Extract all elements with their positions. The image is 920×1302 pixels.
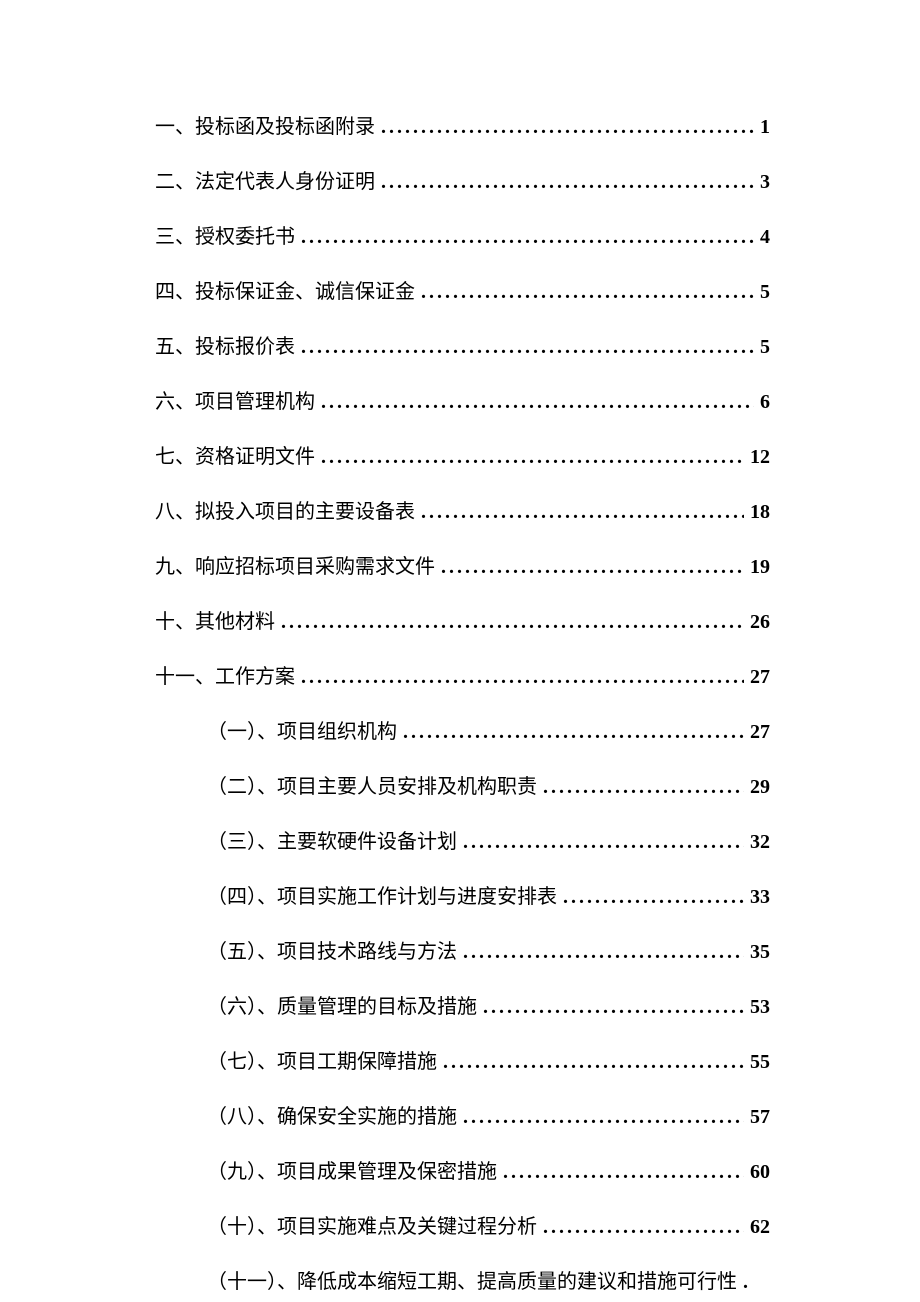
toc-leader: ........................................…: [463, 941, 744, 964]
toc-entry: 九、响应招标项目采购需求文件 .........................…: [155, 550, 770, 579]
toc-entry: 一、投标函及投标函附录 ............................…: [155, 110, 770, 139]
toc-leader: ........................................…: [301, 336, 754, 359]
toc-page: 18: [750, 501, 770, 524]
toc-label: （七）、项目工期保障措施: [207, 1045, 437, 1074]
toc-label: （十一）、降低成本缩短工期、提高质量的建议和措施可行性: [207, 1265, 737, 1294]
toc-trail: .: [743, 1271, 751, 1294]
toc-leader: ........................................…: [421, 501, 744, 524]
toc-leader: ........................................…: [301, 666, 744, 689]
toc-label: 七、资格证明文件: [155, 440, 315, 469]
toc-leader: ........................................…: [381, 171, 754, 194]
toc-entry: 十一、工作方案 ................................…: [155, 660, 770, 689]
toc-label: （九）、项目成果管理及保密措施: [207, 1155, 497, 1184]
table-of-contents: 一、投标函及投标函附录 ............................…: [155, 110, 770, 1294]
toc-leader: ........................................…: [563, 886, 744, 909]
toc-label: （四）、项目实施工作计划与进度安排表: [207, 880, 557, 909]
toc-page: 32: [750, 831, 770, 854]
toc-leader: ........................................…: [543, 1216, 744, 1239]
toc-leader: ........................................…: [463, 1106, 744, 1129]
toc-subentry: （七）、项目工期保障措施 ...........................…: [155, 1045, 770, 1074]
toc-subentry: （九）、项目成果管理及保密措施 ........................…: [155, 1155, 770, 1184]
toc-subentry: （十一）、降低成本缩短工期、提高质量的建议和措施可行性 . ..........…: [155, 1265, 770, 1294]
toc-page: 4: [760, 226, 770, 249]
toc-leader: ........................................…: [281, 611, 744, 634]
toc-leader: ........................................…: [403, 721, 744, 744]
toc-page: 33: [750, 886, 770, 909]
toc-entry: 五、投标报价表 ................................…: [155, 330, 770, 359]
toc-label: （六）、质量管理的目标及措施: [207, 990, 477, 1019]
toc-entry: 二、法定代表人身份证明 ............................…: [155, 165, 770, 194]
toc-leader: ........................................…: [443, 1051, 744, 1074]
toc-label: （二）、项目主要人员安排及机构职责: [207, 770, 537, 799]
toc-leader: ........................................…: [421, 281, 754, 304]
toc-leader: ........................................…: [483, 996, 744, 1019]
toc-entry: 六、项目管理机构 ...............................…: [155, 385, 770, 414]
toc-page: 5: [760, 281, 770, 304]
toc-page: 27: [750, 666, 770, 689]
toc-leader: ........................................…: [503, 1161, 744, 1184]
toc-page: 29: [750, 776, 770, 799]
toc-page: 62: [750, 1216, 770, 1239]
toc-entry: 八、拟投入项目的主要设备表 ..........................…: [155, 495, 770, 524]
toc-subentry: （四）、项目实施工作计划与进度安排表 .....................…: [155, 880, 770, 909]
toc-label: 十一、工作方案: [155, 660, 295, 689]
toc-page: 27: [750, 721, 770, 744]
toc-page: 57: [750, 1106, 770, 1129]
toc-leader: ........................................…: [301, 226, 754, 249]
toc-page: 12: [750, 446, 770, 469]
toc-label: （五）、项目技术路线与方法: [207, 935, 457, 964]
toc-label: 四、投标保证金、诚信保证金: [155, 275, 415, 304]
toc-leader: ........................................…: [463, 831, 744, 854]
toc-subentry: （五）、项目技术路线与方法 ..........................…: [155, 935, 770, 964]
toc-subentry: （十）、项目实施难点及关键过程分析 ......................…: [155, 1210, 770, 1239]
toc-leader: ........................................…: [321, 446, 744, 469]
toc-page: 5: [760, 336, 770, 359]
toc-page: 60: [750, 1161, 770, 1184]
toc-page: 35: [750, 941, 770, 964]
toc-label: （一）、项目组织机构: [207, 715, 397, 744]
toc-label: 九、响应招标项目采购需求文件: [155, 550, 435, 579]
toc-label: （三）、主要软硬件设备计划: [207, 825, 457, 854]
toc-page: 53: [750, 996, 770, 1019]
toc-label: 十、其他材料: [155, 605, 275, 634]
toc-leader: ........................................…: [441, 556, 744, 579]
toc-page: 19: [750, 556, 770, 579]
toc-subentry: （三）、主要软硬件设备计划 ..........................…: [155, 825, 770, 854]
toc-leader: ........................................…: [381, 116, 754, 139]
toc-entry: 七、资格证明文件 ...............................…: [155, 440, 770, 469]
toc-subentry: （二）、项目主要人员安排及机构职责 ......................…: [155, 770, 770, 799]
toc-page: 55: [750, 1051, 770, 1074]
toc-entry: 四、投标保证金、诚信保证金 ..........................…: [155, 275, 770, 304]
toc-label: 六、项目管理机构: [155, 385, 315, 414]
toc-page: 26: [750, 611, 770, 634]
toc-entry: 十、其他材料 .................................…: [155, 605, 770, 634]
toc-label: 三、授权委托书: [155, 220, 295, 249]
toc-label: 二、法定代表人身份证明: [155, 165, 375, 194]
toc-label: 一、投标函及投标函附录: [155, 110, 375, 139]
toc-subentry: （八）、确保安全实施的措施 ..........................…: [155, 1100, 770, 1129]
toc-label: 五、投标报价表: [155, 330, 295, 359]
toc-leader: ........................................…: [321, 391, 754, 414]
toc-page: 6: [760, 391, 770, 414]
toc-subentry: （六）、质量管理的目标及措施 .........................…: [155, 990, 770, 1019]
toc-page: 3: [760, 171, 770, 194]
toc-label: 八、拟投入项目的主要设备表: [155, 495, 415, 524]
toc-leader: ........................................…: [543, 776, 744, 799]
toc-label: （十）、项目实施难点及关键过程分析: [207, 1210, 537, 1239]
toc-label: （八）、确保安全实施的措施: [207, 1100, 457, 1129]
toc-entry: 三、授权委托书 ................................…: [155, 220, 770, 249]
toc-subentry: （一）、项目组织机构 .............................…: [155, 715, 770, 744]
toc-page: 1: [760, 116, 770, 139]
